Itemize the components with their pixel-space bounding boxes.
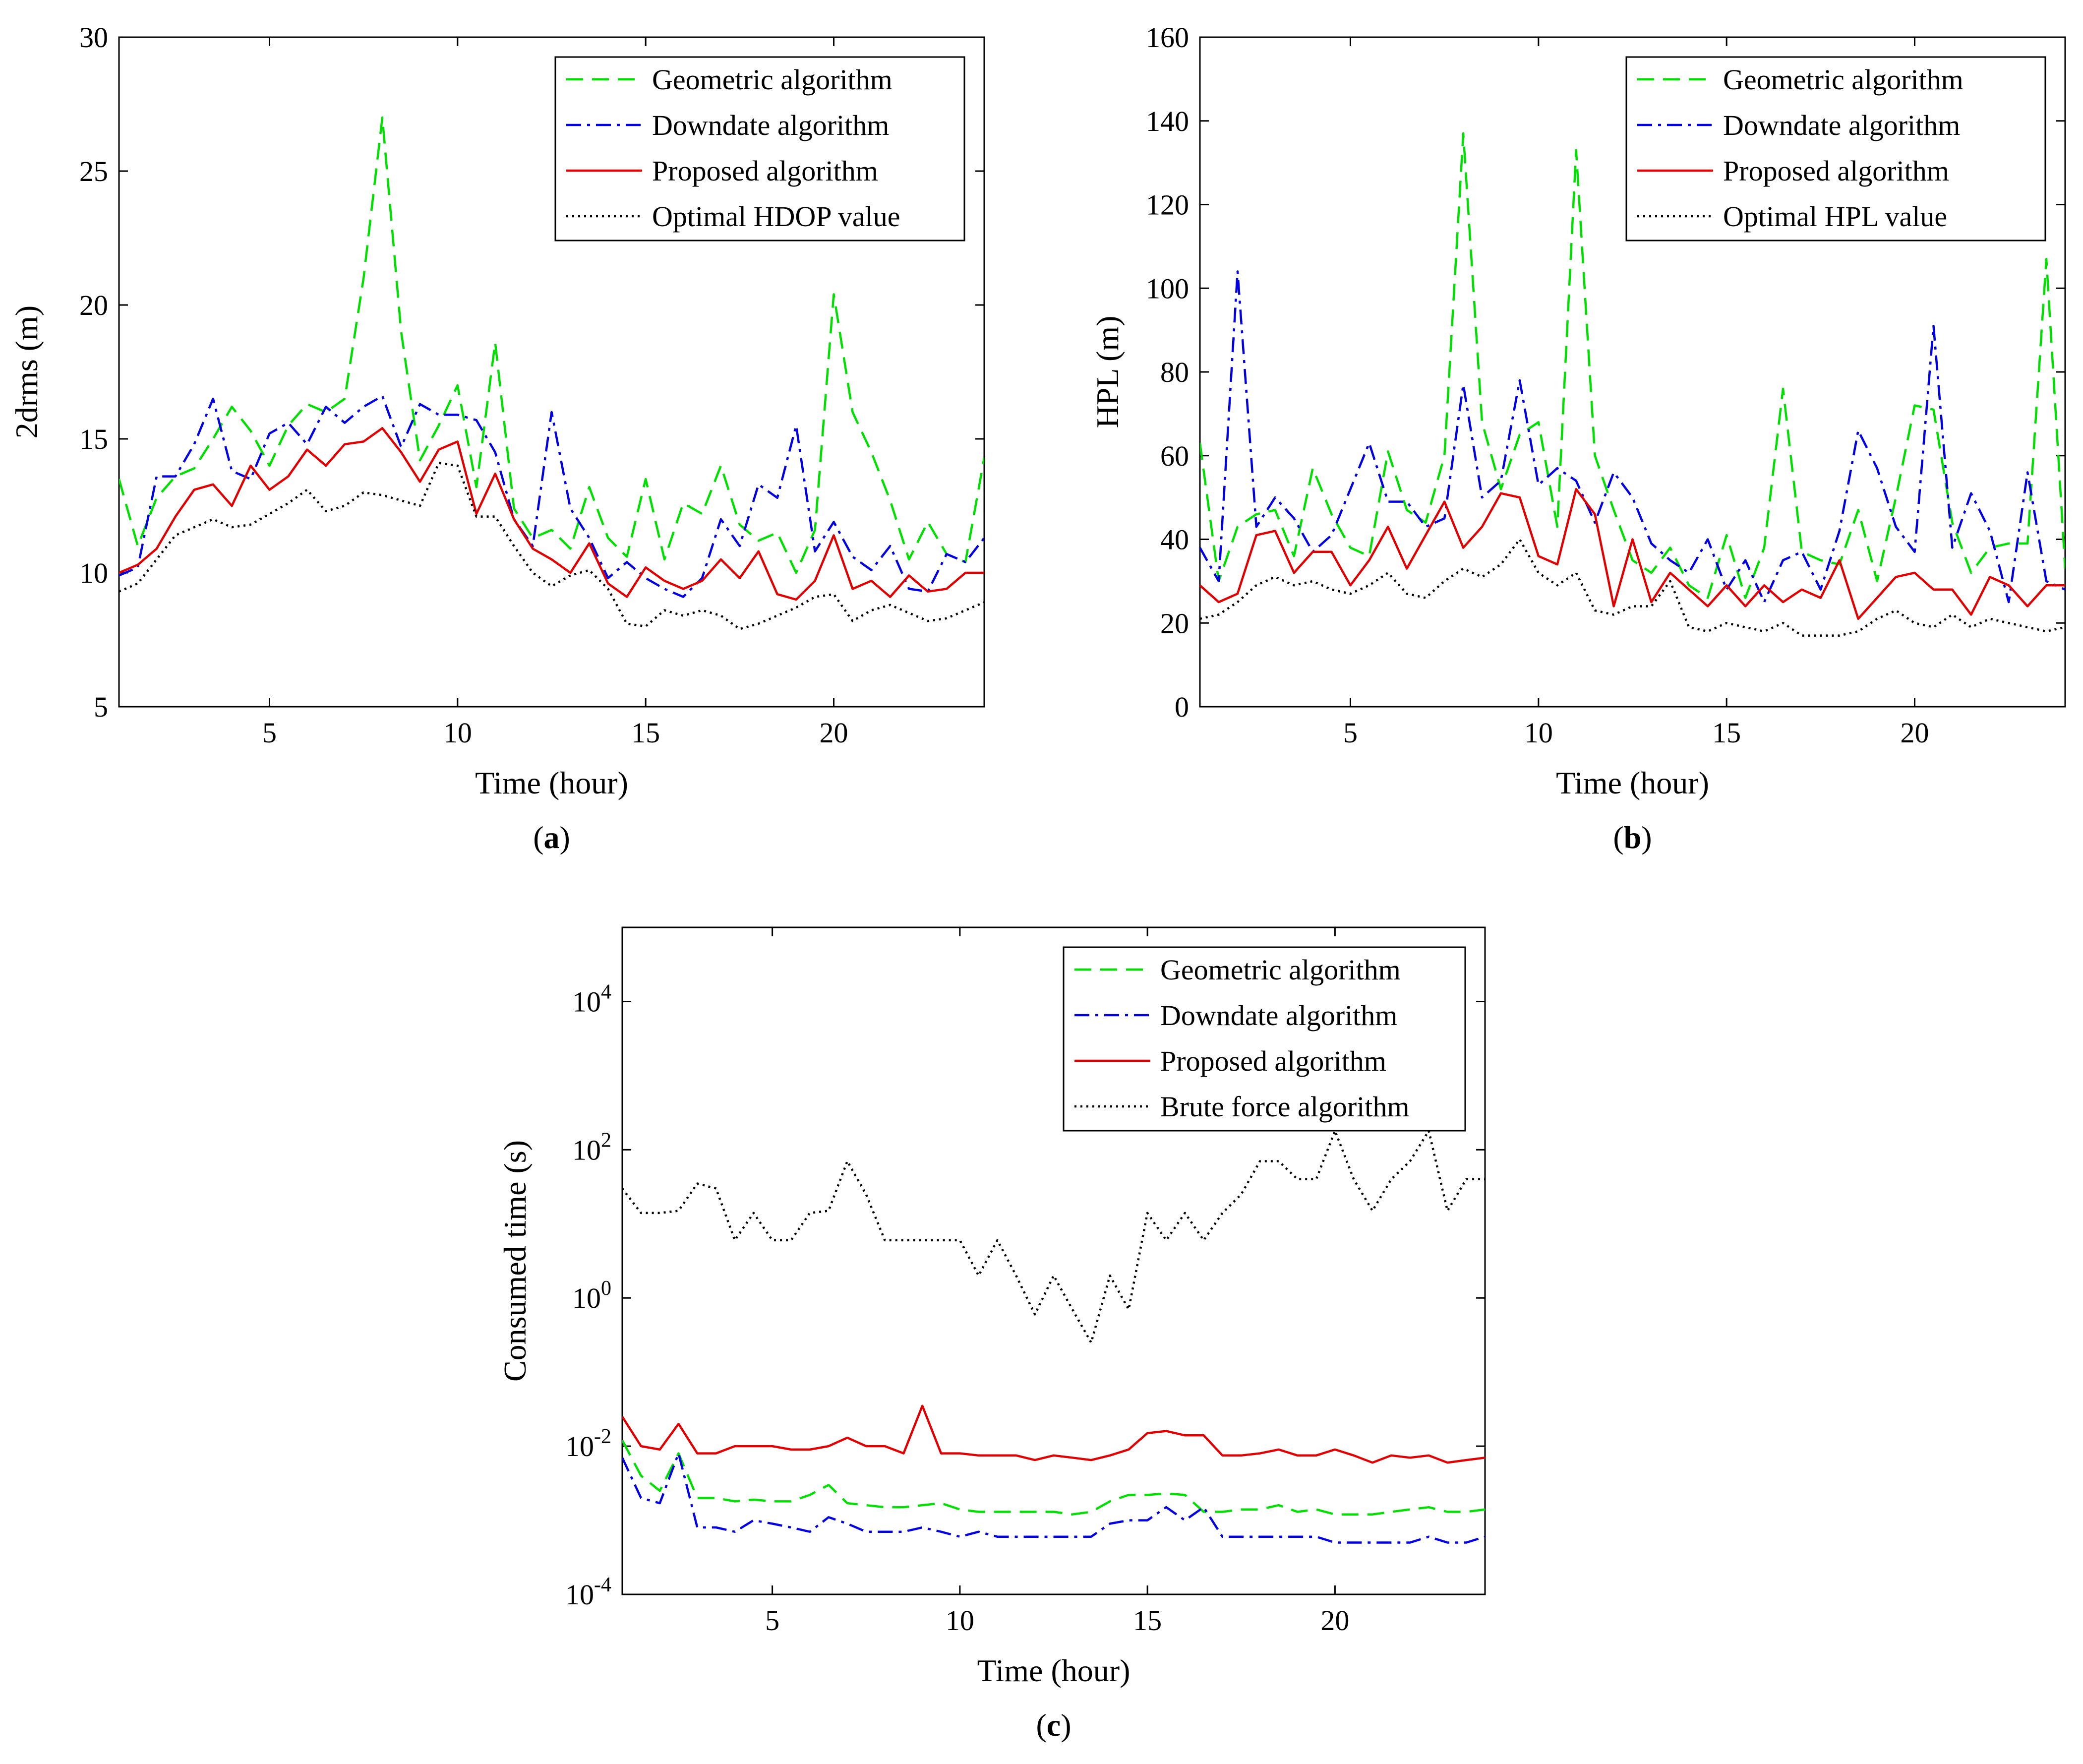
legend: Geometric algorithm Downdate algorithm Pro…	[1625, 56, 2046, 242]
y-tick-label: 10	[79, 557, 108, 589]
y-tick-label: 5	[94, 691, 108, 723]
y-tick-label: 15	[79, 423, 108, 455]
x-tick-label: 15	[631, 717, 660, 749]
x-axis-label: Time (hour)	[1556, 765, 1709, 800]
y-tick-label: 100	[572, 1277, 611, 1314]
x-axis-label: Time (hour)	[475, 765, 628, 800]
legend-label: Downdate algorithm	[652, 109, 889, 141]
legend-label: Downdate algorithm	[1160, 999, 1397, 1032]
legend-label: Geometric algorithm	[652, 63, 893, 96]
y-tick-label: 160	[1146, 21, 1189, 54]
panel-caption: (a)	[533, 820, 570, 855]
x-tick-label: 10	[946, 1604, 974, 1637]
y-tick-label: 40	[1160, 524, 1189, 556]
x-axis-label: Time (hour)	[977, 1653, 1131, 1688]
panel-b-chart: 5 10 15 20 0 20 40 60 80 100 120 140 160 Time (hour) H…	[1090, 21, 2066, 855]
legend-label: Proposed algorithm	[1160, 1045, 1386, 1077]
legend-label: Optimal HDOP value	[652, 200, 900, 233]
legend-box	[1063, 946, 1466, 1132]
y-axis-label: Consumed time (s)	[497, 1140, 533, 1382]
y-tick-label: 100	[1146, 272, 1189, 304]
y-tick-label: 10-4	[565, 1574, 611, 1611]
x-tick-label: 5	[765, 1604, 779, 1637]
y-axis-label: 2drms (m)	[9, 305, 44, 438]
y-tick-label: 30	[79, 21, 108, 54]
y-tick-label: 60	[1160, 440, 1189, 472]
y-tick-label: 140	[1146, 105, 1189, 137]
x-tick-label: 15	[1133, 1604, 1162, 1637]
panel-caption-letter: c	[1047, 1707, 1061, 1743]
legend-label: Brute force algorithm	[1160, 1091, 1410, 1123]
y-tick-label: 10-2	[565, 1425, 611, 1462]
y-axis-label: HPL (m)	[1090, 316, 1125, 428]
panel-caption: (b)	[1613, 820, 1652, 855]
series-line-3	[1200, 538, 2065, 637]
legend-label: Proposed algorithm	[1723, 155, 1949, 187]
panel-a-chart: 5 10 15 20 5 10 15 20 25 30 Time (hour) 2drms (m) Ge…	[9, 21, 985, 855]
y-tick-label: 102	[572, 1129, 611, 1166]
x-tick-label: 20	[1320, 1604, 1349, 1637]
panel-c-chart: 5 10 15 20 10-4 10-2 100 102 104 Time (hour) Consu…	[497, 926, 1486, 1743]
x-tick-label: 20	[1901, 717, 1929, 749]
x-tick-label: 20	[820, 717, 848, 749]
y-tick-label: 25	[79, 155, 108, 187]
legend: Geometric algorithm Downdate algorithm Pro…	[1063, 946, 1466, 1132]
x-tick-label: 5	[262, 717, 277, 749]
series-line-0	[622, 1440, 1485, 1516]
panel-caption-letter: b	[1624, 820, 1642, 855]
legend-label: Optimal HPL value	[1723, 200, 1947, 233]
legend-label: Downdate algorithm	[1723, 109, 1960, 141]
y-tick-label: 80	[1160, 356, 1189, 388]
series-line-0	[1200, 132, 2065, 599]
legend-label: Proposed algorithm	[652, 155, 878, 187]
x-tick-label: 10	[443, 717, 472, 749]
x-tick-label: 5	[1343, 717, 1358, 749]
panel-caption-letter: a	[544, 820, 560, 855]
y-tick-label: 120	[1146, 189, 1189, 221]
y-tick-label: 0	[1175, 691, 1189, 723]
legend-label: Geometric algorithm	[1160, 954, 1401, 986]
x-tick-label: 15	[1712, 717, 1741, 749]
legend-box	[554, 56, 965, 242]
legend-box	[1625, 56, 2046, 242]
legend: Geometric algorithm Downdate algorithm Pro…	[554, 56, 965, 242]
y-tick-label: 104	[572, 980, 611, 1018]
panel-caption: (c)	[1036, 1707, 1071, 1743]
x-tick-label: 10	[1524, 717, 1553, 749]
y-tick-label: 20	[1160, 607, 1189, 639]
y-tick-label: 20	[79, 289, 108, 321]
series-line-2	[622, 1404, 1485, 1464]
legend-label: Geometric algorithm	[1723, 63, 1964, 96]
